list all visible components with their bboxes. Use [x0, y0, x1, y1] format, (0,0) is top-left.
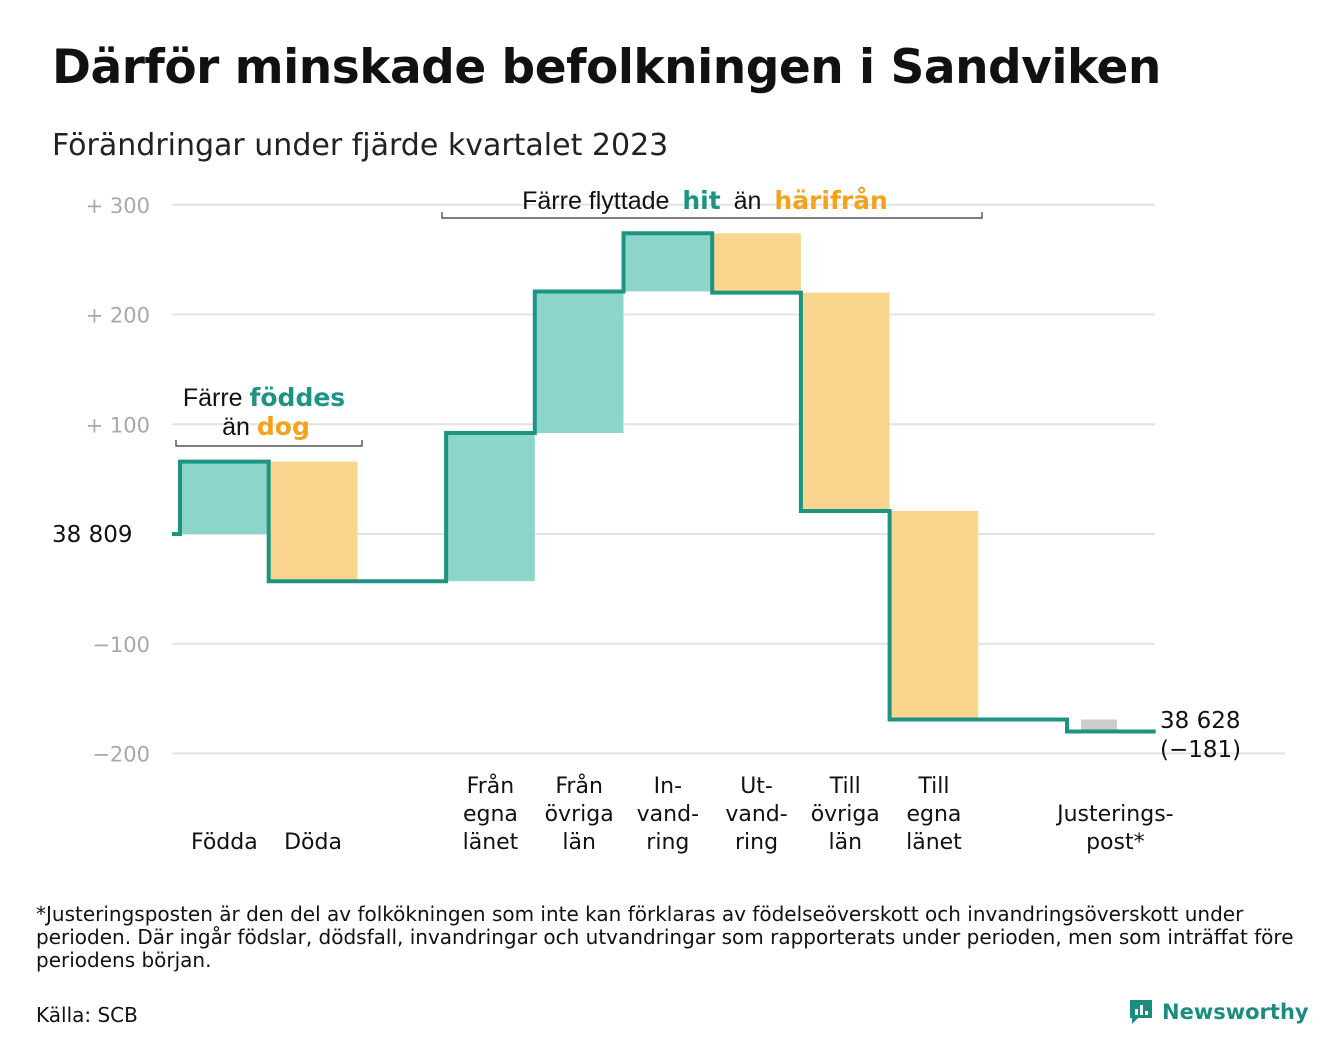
category-label: post*: [1086, 830, 1145, 855]
start-value-label: 38 809: [52, 522, 132, 548]
annotation-births-deaths: Färre föddes än dog: [175, 383, 363, 447]
category-label: länet: [463, 830, 519, 855]
category-label: Till: [829, 774, 861, 799]
category-label: länet: [906, 830, 962, 855]
bar-positive: [180, 461, 269, 534]
bars: [180, 233, 1117, 732]
waterfall-chart: + 300 + 200 + 100 −100 −200 Födda Döda Från egn…: [52, 186, 1285, 855]
category-label: ring: [735, 830, 778, 855]
bar-negative: [889, 510, 979, 720]
category-label: vand-: [637, 802, 699, 827]
bar-positive: [446, 433, 535, 582]
category-label: Födda: [191, 830, 258, 855]
y-tick-label: −100: [92, 633, 150, 657]
step-line-group: [172, 231, 1156, 734]
source: Källa: SCB: [36, 1003, 138, 1027]
y-tick-label: + 300: [86, 194, 150, 218]
y-tick-label: + 200: [86, 304, 150, 328]
category-label: Ut-: [740, 774, 773, 799]
category-label: vand-: [725, 802, 787, 827]
annotation-bracket-births: [175, 440, 363, 447]
y-tick-label: + 100: [86, 413, 150, 437]
annotation-births-deaths-line2: än dog: [222, 412, 310, 441]
category-label: Till: [917, 774, 949, 799]
footnote: *Justeringsposten är den del av folkökni…: [36, 902, 1294, 972]
category-labels: Födda Döda Från egna länet Från övriga län In-va…: [191, 773, 1174, 855]
newsworthy-logo-icon: [1130, 1000, 1152, 1024]
category-label: län: [562, 830, 596, 855]
category-label: Från: [467, 773, 515, 799]
category-label: Justerings-: [1055, 802, 1174, 827]
category-label: Från: [555, 773, 603, 799]
bar-positive: [623, 233, 713, 292]
annotation-births-deaths-line1: Färre föddes: [183, 383, 345, 412]
grid-lines: [172, 203, 1285, 755]
category-label: övriga: [545, 802, 614, 827]
category-label: In-: [654, 774, 682, 799]
brand-name: Newsworthy: [1162, 1000, 1309, 1024]
annotation-migration: Färre flyttade hit än härifrån: [441, 186, 983, 219]
chart-title: Därför minskade befolkningen i Sandviken: [52, 40, 1161, 95]
chart-subtitle: Förändringar under fjärde kvartalet 2023: [52, 128, 669, 163]
y-tick-labels: + 300 + 200 + 100 −100 −200: [86, 194, 150, 767]
annotation-bracket-migration: [441, 212, 983, 219]
category-label: ring: [646, 830, 689, 855]
category-label: egna: [463, 802, 518, 827]
end-value-label: 38 628: [1160, 708, 1240, 734]
category-label: Döda: [284, 830, 342, 855]
category-label: län: [828, 830, 862, 855]
bar-negative: [268, 461, 358, 582]
annotation-migration-text: Färre flyttade hit än härifrån: [522, 186, 888, 215]
bar-positive: [534, 291, 624, 434]
category-label: egna: [906, 802, 961, 827]
bar-negative: [712, 233, 801, 293]
end-change-label: (−181): [1160, 737, 1241, 763]
category-label: övriga: [811, 802, 880, 827]
bar-negative: [800, 292, 890, 511]
step-line: [172, 231, 1156, 734]
bar-adjustment: [1081, 719, 1117, 732]
brand[interactable]: Newsworthy: [1128, 998, 1309, 1026]
y-tick-label: −200: [92, 743, 150, 767]
